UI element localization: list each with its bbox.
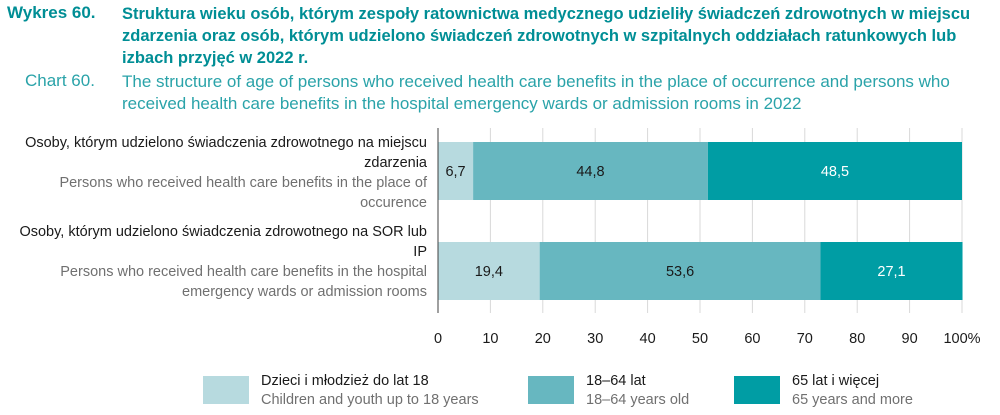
bar-1-series-3 (707, 142, 962, 200)
chart-number-en: Chart 60. (25, 71, 95, 90)
x-tick-label-10: 10 (482, 331, 498, 347)
legend-label-2-en: 18–64 years old (586, 392, 690, 408)
x-tick-label-80: 80 (849, 331, 865, 347)
legend-label-2-pl: 18–64 lat (586, 373, 646, 389)
x-tick-label-30: 30 (587, 331, 603, 347)
legend-swatch-3 (734, 376, 780, 404)
x-tick-label-70: 70 (797, 331, 813, 347)
category-label-2: Osoby, którym udzielono świadczenia zdro… (7, 222, 427, 302)
x-tick-label-40: 40 (640, 331, 656, 347)
legend-label-1-pl: Dzieci i młodzież do lat 18 (261, 373, 429, 389)
bar-2-series-1 (438, 242, 540, 300)
bar-1-series-1 (438, 142, 474, 200)
x-tick-label-50: 50 (692, 331, 708, 347)
x-tick-label-90: 90 (902, 331, 918, 347)
legend-label-3-pl: 65 lat i więcej (792, 373, 880, 389)
category-label-2-en: Persons who received health care benefit… (60, 264, 427, 300)
x-tick-label-60: 60 (744, 331, 760, 347)
data-label-2-2: 53,6 (666, 264, 694, 280)
chart-title-en: The structure of age of persons who rece… (122, 72, 950, 113)
data-label-1-2: 44,8 (576, 164, 604, 180)
bar-2-series-2 (539, 242, 821, 300)
x-tick-label-100: 100% (943, 331, 980, 347)
category-label-2-pl: Osoby, którym udzielono świadczenia zdro… (19, 224, 427, 260)
legend-swatch-2 (528, 376, 574, 404)
legend-label-1-en: Children and youth up to 18 years (261, 392, 479, 408)
bar-1-series-2 (473, 142, 708, 200)
data-label-1-1: 6,7 (445, 164, 465, 180)
x-tick-label-0: 0 (434, 331, 442, 347)
category-label-1: Osoby, którym udzielono świadczenia zdro… (7, 133, 427, 213)
data-label-2-3: 27,1 (877, 264, 905, 280)
category-label-1-pl: Osoby, którym udzielono świadczenia zdro… (25, 135, 427, 171)
chart-number-pl: Wykres 60. (7, 3, 96, 22)
category-label-1-en: Persons who received health care benefit… (59, 175, 427, 211)
legend-swatch-1 (203, 376, 249, 404)
legend-label-3-en: 65 years and more (792, 392, 913, 408)
x-tick-label-20: 20 (535, 331, 551, 347)
chart-title-pl: Struktura wieku osób, którym zespoły rat… (122, 5, 971, 67)
bar-2-series-3 (820, 242, 963, 300)
data-label-1-3: 48,5 (821, 164, 849, 180)
data-label-2-1: 19,4 (475, 264, 503, 280)
